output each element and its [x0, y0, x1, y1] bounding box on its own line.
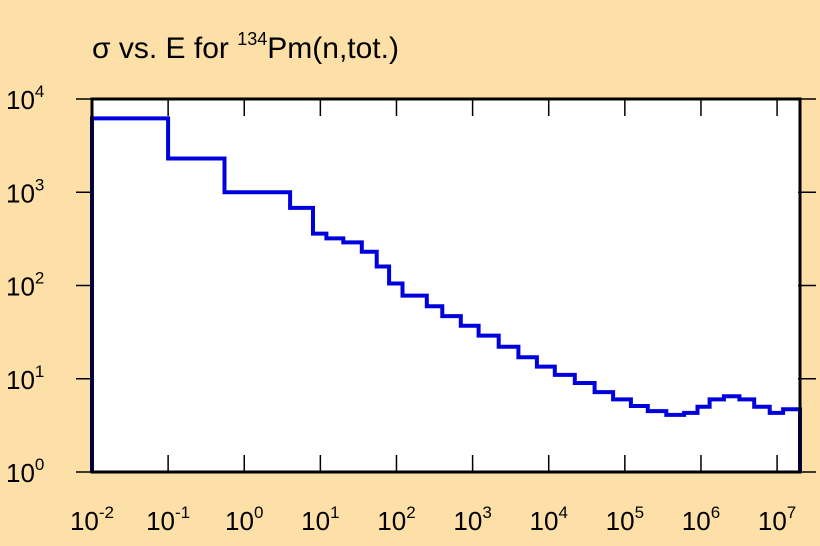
chart-title: σ vs. E for 134Pm(n,tot.): [92, 29, 399, 65]
y-tick-label-base: 10: [6, 85, 35, 115]
x-tick-label: 104: [530, 503, 568, 536]
x-tick-label: 10-1: [146, 503, 190, 536]
x-tick-label-exponent: -2: [99, 503, 114, 522]
y-tick-label: 100: [6, 455, 44, 488]
x-tick-label-exponent: 5: [635, 503, 644, 522]
x-tick-label-exponent: 3: [482, 503, 491, 522]
y-tick-label: 104: [6, 82, 44, 115]
x-tick-label-base: 10: [606, 506, 635, 536]
y-tick-label: 102: [6, 269, 44, 302]
x-tick-label-base: 10: [70, 506, 99, 536]
x-tick-label-exponent: 4: [558, 503, 567, 522]
x-tick-label-base: 10: [530, 506, 559, 536]
x-tick-label: 103: [453, 503, 491, 536]
y-tick-label-exponent: 2: [35, 269, 44, 288]
x-tick-label-base: 10: [225, 506, 254, 536]
y-tick-label-exponent: 3: [35, 175, 44, 194]
chart-title-suffix: Pm(n,tot.): [267, 32, 399, 65]
x-tick-label-base: 10: [377, 506, 406, 536]
x-tick-label: 10-2: [70, 503, 114, 536]
x-tick-label-base: 10: [453, 506, 482, 536]
y-tick-label-base: 10: [6, 458, 35, 488]
x-tick-label-base: 10: [301, 506, 330, 536]
plot-area: [92, 99, 800, 472]
x-tick-label-base: 10: [758, 506, 787, 536]
y-tick-label-exponent: 1: [35, 362, 44, 381]
y-tick-label-exponent: 4: [35, 82, 44, 101]
x-tick-label-exponent: -1: [175, 503, 190, 522]
y-tick-label-exponent: 0: [35, 455, 44, 474]
x-tick-label: 100: [225, 503, 263, 536]
plot-frame: [90, 97, 802, 474]
x-tick-label: 101: [301, 503, 339, 536]
x-tick-label-base: 10: [682, 506, 711, 536]
x-tick-label-exponent: 6: [711, 503, 720, 522]
series-line: [90, 116, 802, 472]
y-tick-label: 101: [6, 362, 44, 395]
series-layer: [90, 116, 802, 472]
x-tick-label: 107: [758, 503, 796, 536]
chart-title-superscript: 134: [237, 29, 267, 49]
x-tick-label: 106: [682, 503, 720, 536]
y-tick-label: 103: [6, 175, 44, 208]
x-tick-label-exponent: 0: [254, 503, 263, 522]
x-tick-label: 105: [606, 503, 644, 536]
y-tick-label-base: 10: [6, 272, 35, 302]
y-tick-label-base: 10: [6, 178, 35, 208]
tick-labels: 10-2 10-1 100 101 102 103 104 105 106 10710010110…: [6, 82, 796, 536]
x-tick-label-exponent: 7: [787, 503, 796, 522]
y-tick-label-base: 10: [6, 365, 35, 395]
x-tick-label-base: 10: [146, 506, 175, 536]
x-tick-label-exponent: 2: [406, 503, 415, 522]
x-tick-label: 102: [377, 503, 415, 536]
chart-title-prefix: σ vs. E for: [92, 32, 237, 65]
x-tick-label-exponent: 1: [330, 503, 339, 522]
